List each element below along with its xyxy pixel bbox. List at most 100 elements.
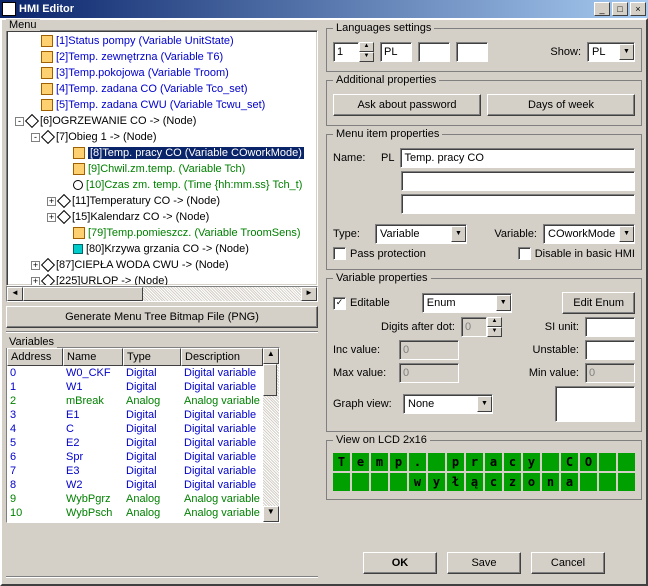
lcd-cell: a: [485, 453, 502, 471]
table-row[interactable]: 0W0_CKFDigitalDigital variable: [7, 366, 263, 380]
name-input-2[interactable]: [401, 171, 635, 191]
name-input-3[interactable]: [401, 194, 635, 214]
col-type[interactable]: Type: [123, 348, 181, 366]
tree-item[interactable]: [10]Czas zm. temp. (Time {hh:mm.ss} Tch_…: [9, 177, 315, 193]
tree-item[interactable]: [2]Temp. zewnętrzna (Variable T6): [9, 49, 315, 65]
inc-label: Inc value:: [333, 344, 393, 356]
pass-protection-checkbox[interactable]: Pass protection: [333, 247, 426, 260]
lang-1-input[interactable]: [380, 42, 412, 62]
lcd-cell: p: [447, 453, 464, 471]
editable-checkbox[interactable]: ✓Editable: [333, 297, 390, 310]
col-address[interactable]: Address: [7, 348, 63, 366]
lcd-cell: r: [466, 453, 483, 471]
menu-tree[interactable]: [1]Status pompy (Variable UnitState)[2]T…: [6, 30, 318, 286]
table-row[interactable]: 11T2AnalogAnalog variable: [7, 520, 263, 523]
lcd-cell: a: [561, 473, 578, 491]
maximize-button[interactable]: □: [612, 2, 628, 16]
lcd-cell: m: [371, 453, 388, 471]
table-row[interactable]: 10WybPschAnalogAnalog variable: [7, 506, 263, 520]
unstable-input[interactable]: [585, 340, 635, 360]
lcd-cell: [599, 453, 616, 471]
lcd-view-group: Temp.pracyCO wyłączona: [326, 440, 642, 500]
tree-item[interactable]: +[15]Kalendarz CO -> (Node): [9, 209, 315, 225]
variables-group: Address Name Type Description 0W0_CKFDig…: [6, 345, 318, 578]
lcd-cell: [618, 453, 635, 471]
close-button[interactable]: ×: [630, 2, 646, 16]
enum-select[interactable]: Enum▼: [422, 293, 512, 313]
tree-item[interactable]: [79]Temp.pomieszcz. (Variable TroomSens): [9, 225, 315, 241]
tree-item[interactable]: [5]Temp. zadana CWU (Variable Tcwu_set): [9, 97, 315, 113]
table-row[interactable]: 1W1DigitalDigital variable: [7, 380, 263, 394]
max-input: [399, 363, 459, 383]
variable-label: Variable:: [494, 228, 537, 240]
tree-item[interactable]: +[225]URLOP -> (Node): [9, 273, 315, 286]
lcd-cell: ą: [466, 473, 483, 491]
save-button[interactable]: Save: [447, 552, 521, 574]
days-of-week-button[interactable]: Days of week: [487, 94, 635, 116]
ask-password-button[interactable]: Ask about password: [333, 94, 481, 116]
si-input[interactable]: [585, 317, 635, 337]
col-name[interactable]: Name: [63, 348, 123, 366]
lcd-cell: [618, 473, 635, 491]
disable-hmi-checkbox[interactable]: Disable in basic HMI: [518, 247, 635, 260]
lcd-cell: [542, 453, 559, 471]
graph-extra-input[interactable]: [555, 386, 635, 422]
lang-count-spinner[interactable]: ▲▼: [333, 42, 374, 62]
lang-2-input[interactable]: [418, 42, 450, 62]
name-input-1[interactable]: [400, 148, 635, 168]
lcd-cell: O: [580, 453, 597, 471]
graph-select[interactable]: None▼: [403, 394, 493, 414]
minimize-button[interactable]: _: [594, 2, 610, 16]
menuitem-props-group: Name: PL Type: Variable▼ Variable: COwor…: [326, 134, 642, 270]
show-lang-select[interactable]: PL▼: [587, 42, 635, 62]
lcd-cell: [580, 473, 597, 491]
si-label: SI unit:: [545, 321, 579, 333]
tree-item[interactable]: +[11]Temperatury CO -> (Node): [9, 193, 315, 209]
tree-item[interactable]: +[87]CIEPŁA WODA CWU -> (Node): [9, 257, 315, 273]
tree-item[interactable]: -[7]Obieg 1 -> (Node): [9, 129, 315, 145]
lcd-cell: [428, 453, 445, 471]
tree-item[interactable]: [4]Temp. zadana CO (Variable Tco_set): [9, 81, 315, 97]
show-label: Show:: [550, 46, 581, 58]
table-row[interactable]: 7E3DigitalDigital variable: [7, 464, 263, 478]
tree-item[interactable]: [8]Temp. pracy CO (Variable COworkMode): [9, 145, 315, 161]
table-row[interactable]: 3E1DigitalDigital variable: [7, 408, 263, 422]
lang-count-input[interactable]: [333, 42, 359, 62]
min-label: Min value:: [529, 367, 579, 379]
table-row[interactable]: 8W2DigitalDigital variable: [7, 478, 263, 492]
table-row[interactable]: 6SprDigitalDigital variable: [7, 450, 263, 464]
tree-item[interactable]: -[6]OGRZEWANIE CO -> (Node): [9, 113, 315, 129]
unstable-label: Unstable:: [533, 344, 579, 356]
variables-table[interactable]: Address Name Type Description 0W0_CKFDig…: [6, 347, 280, 523]
lang-3-input[interactable]: [456, 42, 488, 62]
tree-item[interactable]: [3]Temp.pokojowa (Variable Troom): [9, 65, 315, 81]
generate-png-button[interactable]: Generate Menu Tree Bitmap File (PNG): [6, 306, 318, 328]
vars-vscroll[interactable]: ▲▼: [263, 348, 279, 522]
edit-enum-button[interactable]: Edit Enum: [562, 292, 635, 314]
table-row[interactable]: 9WybPgrzAnalogAnalog variable: [7, 492, 263, 506]
table-row[interactable]: 2mBreakAnalogAnalog variable: [7, 394, 263, 408]
tree-item[interactable]: [9]Chwil.zm.temp. (Variable Tch): [9, 161, 315, 177]
table-row[interactable]: 4CDigitalDigital variable: [7, 422, 263, 436]
lcd-row-2: wyłączona: [333, 473, 635, 491]
name-label: Name:: [333, 152, 375, 164]
tree-item[interactable]: [80]Krzywa grzania CO -> (Node): [9, 241, 315, 257]
titlebar: HMI Editor _ □ ×: [0, 0, 648, 18]
table-row[interactable]: 5E2DigitalDigital variable: [7, 436, 263, 450]
lcd-cell: [333, 473, 350, 491]
type-select[interactable]: Variable▼: [375, 224, 467, 244]
scroll-left-icon[interactable]: ◄: [7, 287, 23, 301]
scroll-right-icon[interactable]: ►: [301, 287, 317, 301]
lcd-cell: w: [409, 473, 426, 491]
type-label: Type:: [333, 228, 369, 240]
lcd-cell: T: [333, 453, 350, 471]
col-desc[interactable]: Description: [181, 348, 263, 366]
tree-hscroll[interactable]: ◄ ►: [6, 286, 318, 302]
variable-select[interactable]: COworkMode▼: [543, 224, 635, 244]
ok-button[interactable]: OK: [363, 552, 437, 574]
lcd-cell: y: [523, 453, 540, 471]
cancel-button[interactable]: Cancel: [531, 552, 605, 574]
window-title: HMI Editor: [19, 3, 592, 15]
tree-item[interactable]: [1]Status pompy (Variable UnitState): [9, 33, 315, 49]
digits-spinner[interactable]: ▲▼: [461, 317, 502, 337]
